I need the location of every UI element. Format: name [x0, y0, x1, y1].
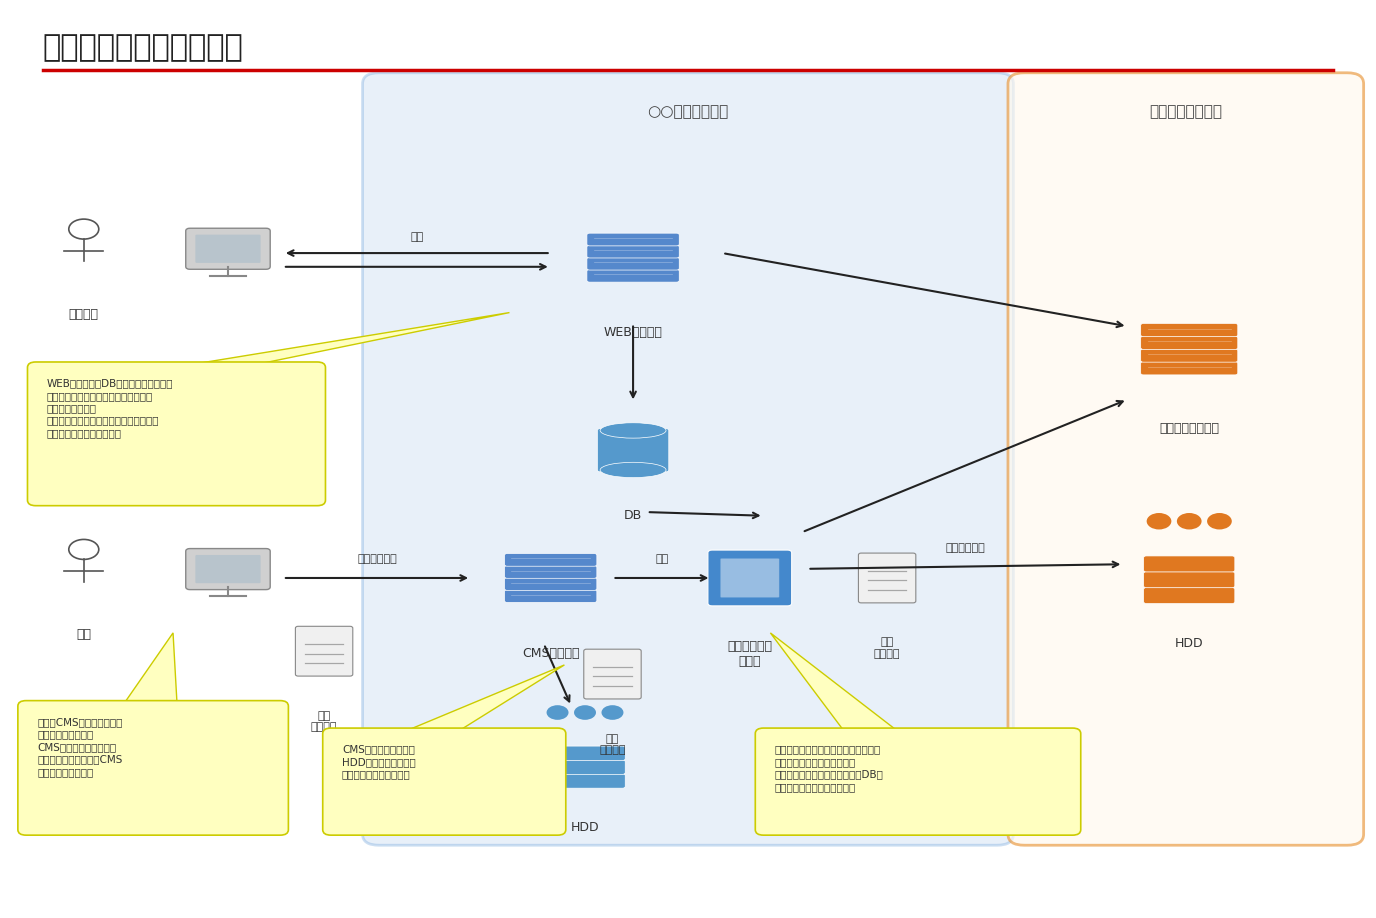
- FancyBboxPatch shape: [588, 233, 680, 246]
- Circle shape: [1146, 513, 1171, 530]
- FancyBboxPatch shape: [1141, 336, 1238, 350]
- FancyBboxPatch shape: [28, 362, 326, 506]
- FancyBboxPatch shape: [859, 553, 916, 603]
- Text: 職員はCMSに動画ファイル
をアップロードする
CMSサーバーへのアップ
ロードが完了したら、CMS
への登録は完了する: 職員はCMSに動画ファイル をアップロードする CMSサーバーへのアップ ロード…: [37, 717, 122, 777]
- Text: 閲覧: 閲覧: [410, 232, 424, 242]
- Text: ユーザー: ユーザー: [69, 308, 99, 321]
- Text: 議会中継システム構成図: 議会中継システム構成図: [43, 33, 244, 62]
- FancyBboxPatch shape: [588, 257, 680, 270]
- FancyBboxPatch shape: [186, 549, 270, 589]
- Polygon shape: [399, 665, 564, 733]
- Text: 動画
ファイル: 動画 ファイル: [311, 711, 337, 733]
- Text: WEBサーバー: WEBサーバー: [604, 326, 662, 340]
- FancyBboxPatch shape: [545, 774, 625, 789]
- FancyBboxPatch shape: [1141, 362, 1238, 375]
- Circle shape: [1176, 513, 1201, 530]
- Circle shape: [601, 705, 623, 720]
- Circle shape: [69, 540, 99, 559]
- Text: 動画配信サーバー: 動画配信サーバー: [1159, 422, 1219, 435]
- Text: HDD: HDD: [1175, 637, 1204, 651]
- FancyBboxPatch shape: [545, 746, 625, 760]
- FancyBboxPatch shape: [195, 555, 260, 583]
- Text: アップロード: アップロード: [945, 543, 985, 553]
- FancyBboxPatch shape: [1141, 323, 1238, 337]
- FancyBboxPatch shape: [597, 429, 669, 472]
- Text: アップロード: アップロード: [358, 554, 396, 565]
- Polygon shape: [771, 633, 901, 733]
- Text: 起動: 起動: [655, 554, 669, 565]
- Text: HDD: HDD: [571, 821, 600, 834]
- Text: 動画配信システム: 動画配信システム: [1149, 104, 1222, 119]
- Ellipse shape: [600, 423, 666, 438]
- FancyBboxPatch shape: [720, 558, 779, 598]
- FancyBboxPatch shape: [1143, 572, 1234, 588]
- Text: CMSサーバー: CMSサーバー: [522, 646, 579, 660]
- FancyBboxPatch shape: [505, 565, 597, 578]
- FancyBboxPatch shape: [186, 229, 270, 269]
- FancyBboxPatch shape: [707, 550, 791, 606]
- Text: CMSは動画ファイルを
HDDに保存し、アップ
ロードバッチを起動する: CMSは動画ファイルを HDDに保存し、アップ ロードバッチを起動する: [343, 744, 416, 779]
- FancyBboxPatch shape: [755, 728, 1080, 835]
- FancyBboxPatch shape: [505, 554, 597, 566]
- Ellipse shape: [600, 463, 666, 477]
- FancyBboxPatch shape: [545, 760, 625, 775]
- FancyBboxPatch shape: [362, 73, 1014, 845]
- FancyBboxPatch shape: [505, 589, 597, 602]
- Text: 社員
ファイル: 社員 ファイル: [874, 637, 900, 659]
- Text: ○○町様システム: ○○町様システム: [647, 104, 729, 119]
- FancyBboxPatch shape: [588, 269, 680, 282]
- FancyBboxPatch shape: [505, 577, 597, 590]
- FancyBboxPatch shape: [1143, 588, 1234, 603]
- Circle shape: [69, 219, 99, 239]
- Circle shape: [546, 705, 568, 720]
- FancyBboxPatch shape: [195, 235, 260, 263]
- Text: アップロード
バッチ: アップロード バッチ: [728, 640, 772, 668]
- Polygon shape: [173, 312, 509, 367]
- Text: DB: DB: [623, 509, 643, 522]
- Text: 動画配信サーバーへのアップロードは
アップロードバッチで行なう
バッチはアップロード終了後、DBに
アップロード結果を書き込む: 動画配信サーバーへのアップロードは アップロードバッチで行なう バッチはアップロ…: [775, 744, 883, 791]
- Text: WEBサーバーはDBを参照し、動画が配
信サーバーにアップ済みなら動画配信
ページを表示する
配信はページ内に動画配信サーバーの配
信ページを埋め込んで行う: WEBサーバーはDBを参照し、動画が配 信サーバーにアップ済みなら動画配信 ペー…: [47, 378, 173, 438]
- Text: 職員: 職員: [76, 628, 91, 642]
- FancyBboxPatch shape: [583, 649, 641, 699]
- FancyBboxPatch shape: [588, 245, 680, 258]
- FancyBboxPatch shape: [323, 728, 566, 835]
- Circle shape: [574, 705, 596, 720]
- FancyBboxPatch shape: [296, 626, 352, 676]
- Text: 動画
ファイル: 動画 ファイル: [599, 733, 626, 756]
- FancyBboxPatch shape: [1143, 556, 1234, 572]
- FancyBboxPatch shape: [18, 700, 289, 835]
- Polygon shape: [122, 633, 178, 706]
- FancyBboxPatch shape: [1009, 73, 1364, 845]
- Circle shape: [1207, 513, 1232, 530]
- FancyBboxPatch shape: [1141, 349, 1238, 363]
